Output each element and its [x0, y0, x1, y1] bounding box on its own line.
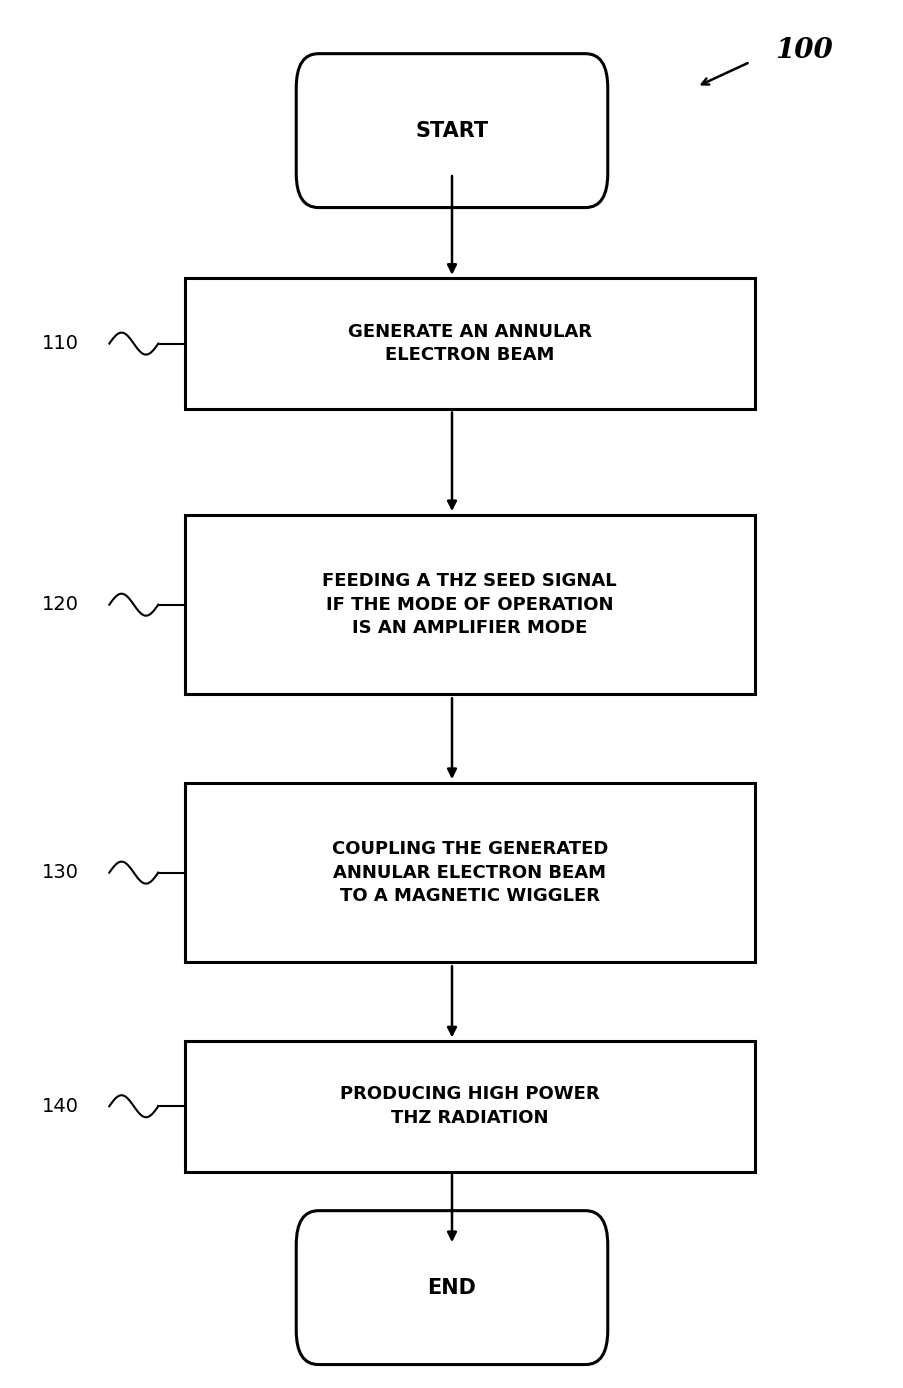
- FancyBboxPatch shape: [185, 1041, 754, 1171]
- FancyBboxPatch shape: [185, 279, 754, 409]
- Text: 140: 140: [42, 1097, 79, 1116]
- Text: 100: 100: [774, 37, 832, 64]
- FancyBboxPatch shape: [185, 515, 754, 694]
- Text: FEEDING A THZ SEED SIGNAL
IF THE MODE OF OPERATION
IS AN AMPLIFIER MODE: FEEDING A THZ SEED SIGNAL IF THE MODE OF…: [322, 572, 617, 637]
- FancyBboxPatch shape: [185, 783, 754, 962]
- Text: PRODUCING HIGH POWER
THZ RADIATION: PRODUCING HIGH POWER THZ RADIATION: [340, 1085, 599, 1127]
- Text: END: END: [427, 1277, 476, 1298]
- FancyBboxPatch shape: [296, 54, 607, 208]
- FancyBboxPatch shape: [296, 1210, 607, 1364]
- Text: 110: 110: [42, 335, 79, 353]
- Text: START: START: [415, 121, 488, 140]
- Text: GENERATE AN ANNULAR
ELECTRON BEAM: GENERATE AN ANNULAR ELECTRON BEAM: [348, 323, 591, 365]
- Text: 120: 120: [42, 595, 79, 613]
- Text: COUPLING THE GENERATED
ANNULAR ELECTRON BEAM
TO A MAGNETIC WIGGLER: COUPLING THE GENERATED ANNULAR ELECTRON …: [331, 840, 608, 905]
- Text: 130: 130: [42, 863, 79, 883]
